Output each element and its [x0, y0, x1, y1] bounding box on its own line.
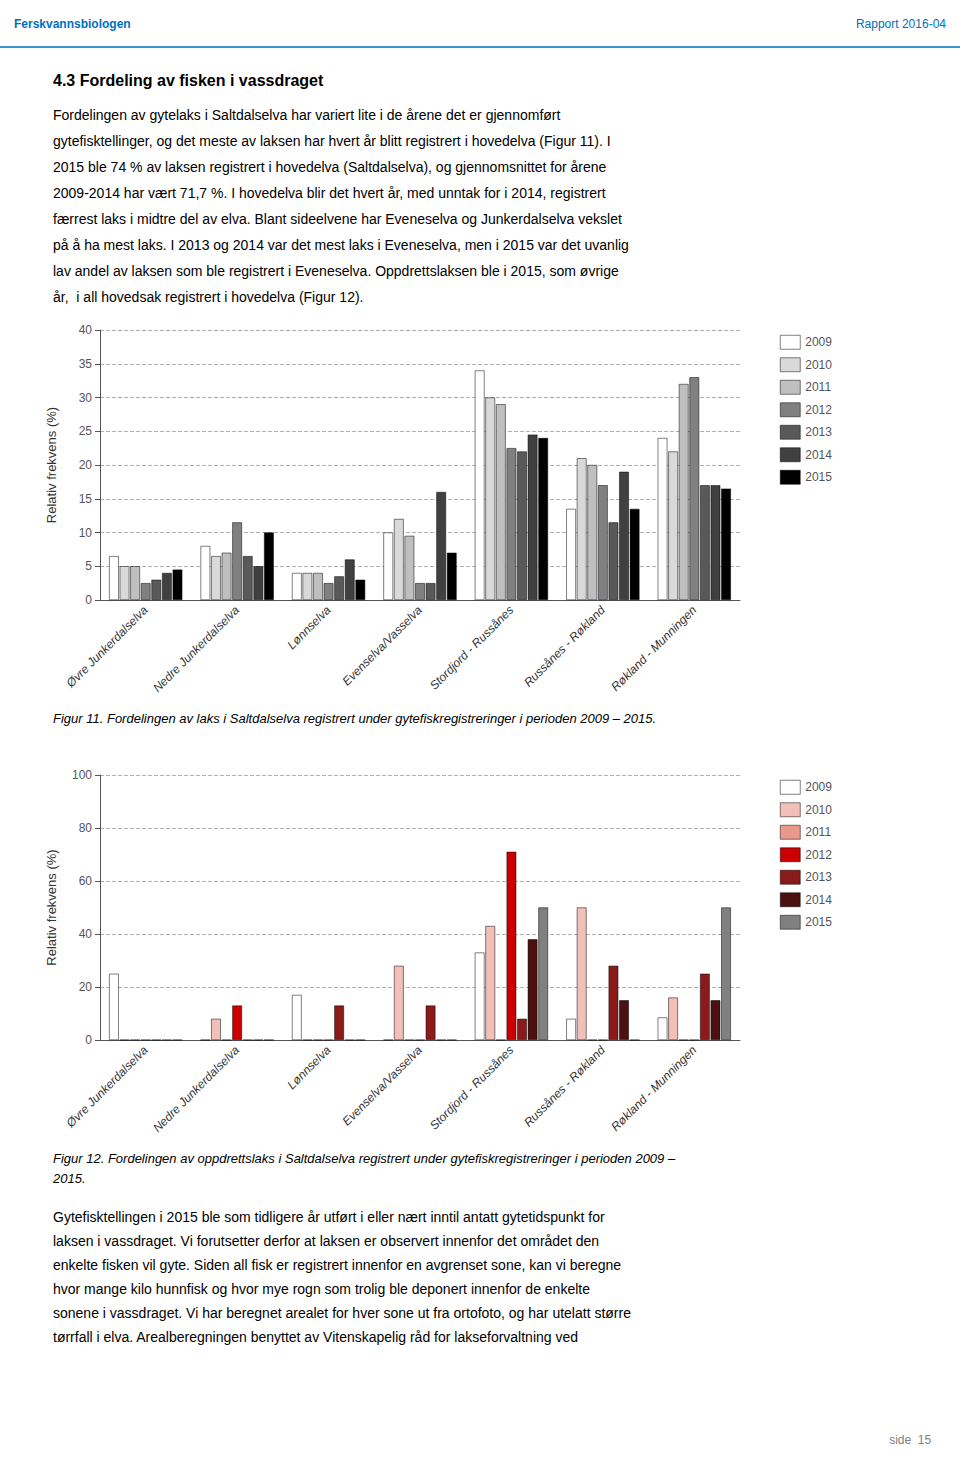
svg-text:2010: 2010: [805, 803, 832, 817]
svg-text:2013: 2013: [805, 870, 832, 884]
svg-text:60: 60: [79, 874, 93, 888]
svg-text:2015 ble 74 % av laksen regist: 2015 ble 74 % av laksen registrert i hov…: [53, 159, 607, 175]
svg-text:20: 20: [79, 458, 93, 472]
svg-text:80: 80: [79, 821, 93, 835]
svg-text:Øvre Junkerdalselva: Øvre Junkerdalselva: [63, 1043, 151, 1131]
svg-text:2013: 2013: [805, 425, 832, 439]
svg-text:Russånes - Røkland: Russånes - Røkland: [521, 603, 608, 690]
svg-text:hvor mange kilo hunnfisk og hv: hvor mange kilo hunnfisk og hvor mye rog…: [53, 1281, 590, 1297]
svg-text:40: 40: [79, 323, 93, 337]
svg-text:2009: 2009: [805, 780, 832, 794]
svg-text:20: 20: [79, 980, 93, 994]
svg-text:Røkland - Munningen: Røkland - Munningen: [608, 1043, 699, 1134]
svg-text:Figur 11. Fordelingen av laks: Figur 11. Fordelingen av laks i Saltdals…: [53, 711, 656, 726]
svg-text:2011: 2011: [805, 825, 831, 839]
svg-text:Nedre Junkerdalselva: Nedre Junkerdalselva: [150, 603, 242, 695]
svg-text:4.3 Fordeling av fisken i vass: 4.3 Fordeling av fisken i vassdraget: [53, 72, 324, 89]
svg-text:2010: 2010: [805, 358, 832, 372]
svg-text:Fordelingen av gytelaks i Salt: Fordelingen av gytelaks i Saltdalselva h…: [53, 107, 560, 123]
svg-text:år, i all hovedsak registrert: år, i all hovedsak registrert i hovedelv…: [53, 289, 363, 305]
svg-text:side 15: side 15: [889, 1433, 931, 1447]
svg-text:Stordjord - Russånes: Stordjord - Russånes: [427, 1043, 517, 1133]
svg-text:0: 0: [85, 1033, 92, 1047]
svg-text:Gytefisktellingen i 2015 ble s: Gytefisktellingen i 2015 ble som tidlige…: [53, 1209, 605, 1225]
svg-text:2015: 2015: [805, 915, 832, 929]
svg-text:100: 100: [72, 768, 92, 782]
svg-text:Evenselva/Vasselva: Evenselva/Vasselva: [340, 603, 426, 689]
svg-text:2015.: 2015.: [52, 1171, 86, 1186]
svg-text:Røkland - Munningen: Røkland - Munningen: [608, 603, 699, 694]
svg-text:Stordjord - Russånes: Stordjord - Russånes: [427, 603, 517, 693]
svg-text:sonene i vassdraget. Vi har be: sonene i vassdraget. Vi har beregnet are…: [53, 1305, 631, 1321]
svg-text:gytefisktellinger, og det mest: gytefisktellinger, og det meste av lakse…: [53, 133, 611, 149]
svg-text:15: 15: [79, 492, 93, 506]
svg-text:10: 10: [79, 526, 93, 540]
svg-text:5: 5: [85, 559, 92, 573]
svg-text:Øvre Junkerdalselva: Øvre Junkerdalselva: [63, 603, 151, 691]
svg-text:tørrfall i elva. Arealberegnin: tørrfall i elva. Arealberegningen benytt…: [53, 1329, 578, 1345]
svg-text:30: 30: [79, 391, 93, 405]
svg-text:2009: 2009: [805, 335, 832, 349]
svg-text:35: 35: [79, 357, 93, 371]
svg-text:2015: 2015: [805, 470, 832, 484]
svg-text:Evenselva/Vasselva: Evenselva/Vasselva: [340, 1043, 426, 1129]
svg-text:Nedre Junkerdalselva: Nedre Junkerdalselva: [150, 1043, 242, 1135]
svg-text:2012: 2012: [805, 848, 832, 862]
svg-text:Ferskvannsbiologen: Ferskvannsbiologen: [14, 17, 131, 31]
svg-text:2009-2014 har vært 71,7 %. I h: 2009-2014 har vært 71,7 %. I hovedelva b…: [53, 185, 606, 201]
svg-text:0: 0: [85, 593, 92, 607]
svg-text:Lønnselva: Lønnselva: [285, 603, 334, 652]
svg-text:2014: 2014: [805, 893, 832, 907]
svg-text:25: 25: [79, 424, 93, 438]
svg-text:på å ha mest laks. I 2013 og 2: på å ha mest laks. I 2013 og 2014 var de…: [53, 237, 629, 253]
svg-text:2012: 2012: [805, 403, 832, 417]
svg-text:færrest laks i midtre del av e: færrest laks i midtre del av elva. Blant…: [53, 211, 622, 227]
svg-text:lav andel av laksen som ble re: lav andel av laksen som ble registrert i…: [53, 263, 619, 279]
svg-text:2011: 2011: [805, 380, 831, 394]
svg-text:2014: 2014: [805, 448, 832, 462]
svg-text:Relativ frekvens (%): Relativ frekvens (%): [44, 849, 59, 965]
svg-text:Rapport 2016-04: Rapport 2016-04: [856, 17, 946, 31]
svg-text:Lønnselva: Lønnselva: [285, 1043, 334, 1092]
svg-text:40: 40: [79, 927, 93, 941]
svg-text:laksen i vassdraget. Vi foruts: laksen i vassdraget. Vi forutsetter derf…: [53, 1233, 599, 1249]
svg-text:Russånes - Røkland: Russånes - Røkland: [521, 1043, 608, 1130]
svg-text:Relativ frekvens (%): Relativ frekvens (%): [44, 407, 59, 523]
svg-text:enkelte fisken vil gyte. Siden: enkelte fisken vil gyte. Siden all fisk …: [53, 1257, 621, 1273]
svg-text:Figur 12. Fordelingen av oppdr: Figur 12. Fordelingen av oppdrettslaks i…: [53, 1151, 676, 1166]
